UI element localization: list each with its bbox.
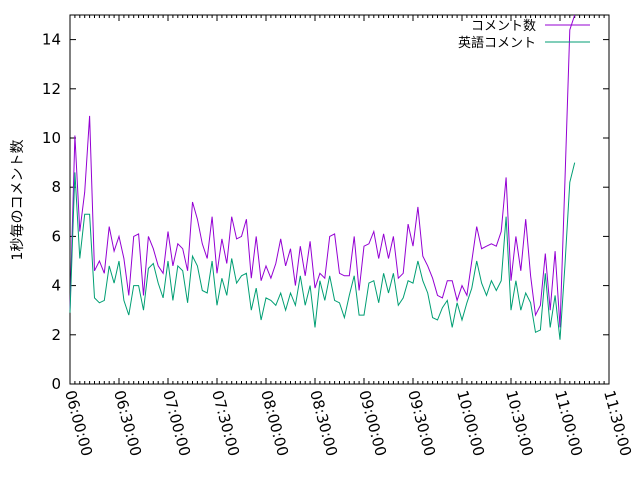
y-tick-label: 14	[42, 31, 61, 49]
x-axis: 06:00:00 06:30:00 07:00:00 07:30:00 08:00:00…	[61, 15, 635, 458]
x-tick-label: 06:00:00	[61, 388, 96, 458]
x-tick-label: 09:00:00	[355, 388, 390, 458]
x-tick-label: 07:30:00	[208, 388, 243, 458]
y-axis-label: 1秒毎のコメント数	[10, 140, 26, 261]
x-tick-label: 10:30:00	[502, 388, 537, 458]
series-line-1	[69, 14, 576, 328]
y-tick-label: 12	[42, 80, 61, 98]
x-tick-label: 10:00:00	[453, 388, 488, 458]
y-tick-label: 0	[51, 375, 61, 393]
y-tick-label: 10	[42, 129, 61, 147]
legend-label-2: 英語コメント	[458, 35, 536, 51]
y-axis: 0 2 4 6 8 10 12 14	[42, 31, 609, 393]
y-tick-label: 4	[51, 277, 61, 295]
x-tick-label: 08:00:00	[257, 388, 292, 458]
x-tick-label: 11:00:00	[551, 388, 586, 458]
x-tick-label: 06:30:00	[110, 388, 145, 458]
series-line-2	[69, 162, 576, 340]
series-lines	[69, 14, 576, 340]
x-tick-label: 07:00:00	[159, 388, 194, 458]
x-tick-label: 08:30:00	[306, 388, 341, 458]
y-tick-label: 6	[51, 227, 61, 245]
plot-frame	[69, 14, 610, 385]
y-tick-label: 2	[51, 326, 61, 344]
legend-label-1: コメント数	[471, 19, 536, 34]
y-tick-label: 8	[51, 178, 61, 196]
x-tick-label: 09:30:00	[404, 388, 439, 458]
x-tick-label: 11:30:00	[600, 388, 635, 458]
